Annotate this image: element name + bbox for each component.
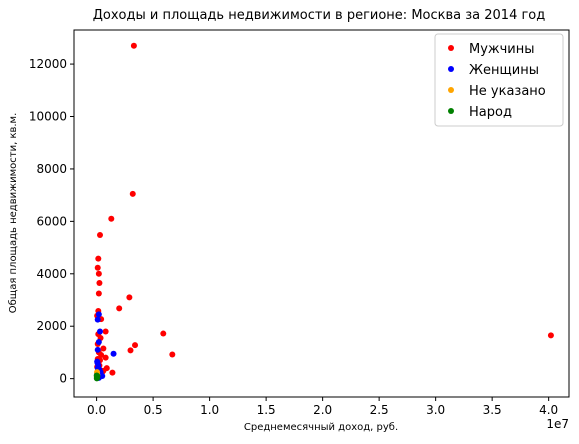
data-point	[94, 359, 101, 366]
x-tick-label: 4.0	[539, 403, 558, 417]
y-tick-label: 10000	[29, 110, 67, 124]
data-point	[94, 264, 101, 271]
data-point	[108, 215, 115, 222]
data-point	[95, 290, 102, 297]
data-point	[95, 255, 102, 262]
data-point	[116, 305, 123, 312]
data-point	[96, 231, 103, 238]
x-axis: 0.0 0.5 1.0 1.5 2.0 2.5 3.0 3.5 4.0	[87, 397, 558, 417]
x-tick-label: 2.0	[313, 403, 332, 417]
x-tick-label: 1.0	[200, 403, 219, 417]
data-point	[130, 42, 137, 49]
data-points	[93, 42, 554, 382]
legend-marker	[448, 87, 454, 93]
y-axis: 0 2000 4000 6000 8000 10000 12000	[29, 57, 74, 386]
legend-label: Народ	[469, 105, 512, 120]
data-point	[96, 279, 103, 286]
y-tick-label: 6000	[36, 214, 67, 228]
data-point	[126, 294, 133, 301]
chart-title: Доходы и площадь недвижимости в регионе:…	[93, 8, 546, 23]
y-tick-label: 4000	[36, 267, 67, 281]
data-point	[102, 328, 109, 335]
data-point	[132, 342, 139, 349]
data-point	[98, 352, 105, 359]
data-point	[96, 328, 103, 335]
data-point	[160, 330, 167, 337]
legend-box	[434, 33, 564, 127]
x-tick-label: 3.0	[426, 403, 445, 417]
x-tick-label: 1.5	[257, 403, 276, 417]
data-point	[100, 345, 107, 352]
x-tick-label: 0.5	[144, 403, 163, 417]
y-axis-label: Общая площадь недвижимости, кв.м.	[8, 113, 19, 314]
y-tick-label: 0	[59, 372, 67, 386]
y-tick-label: 2000	[36, 319, 67, 333]
data-point	[547, 332, 554, 339]
data-point	[95, 311, 102, 318]
legend: Мужчины Женщины Не указано Народ	[434, 33, 564, 127]
data-point	[129, 190, 136, 197]
data-point	[94, 316, 101, 323]
legend-label: Не указано	[469, 84, 546, 99]
x-tick-label: 3.5	[483, 403, 502, 417]
data-point	[102, 354, 109, 361]
series-3	[93, 372, 101, 382]
data-point	[169, 351, 176, 358]
data-point	[110, 350, 117, 357]
x-axis-offset-label: 1e7	[546, 417, 569, 431]
y-tick-label: 12000	[29, 57, 67, 71]
legend-marker	[448, 108, 454, 114]
data-point	[109, 369, 116, 376]
legend-label: Женщины	[469, 63, 539, 78]
legend-label: Мужчины	[469, 42, 535, 57]
legend-marker	[448, 66, 454, 72]
x-axis-label: Среднемесячный доход, руб.	[244, 422, 398, 433]
data-point	[94, 346, 101, 353]
x-tick-label: 2.5	[370, 403, 389, 417]
y-tick-label: 8000	[36, 162, 67, 176]
data-point	[95, 270, 102, 277]
data-point	[94, 373, 101, 380]
legend-marker	[448, 45, 454, 51]
data-point	[95, 338, 102, 345]
x-tick-label: 0.0	[87, 403, 106, 417]
data-point	[127, 347, 134, 354]
